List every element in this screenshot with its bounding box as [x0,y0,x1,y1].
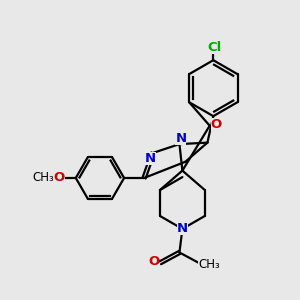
Text: CH₃: CH₃ [32,172,54,184]
Text: Cl: Cl [208,41,222,54]
Text: CH₃: CH₃ [198,258,220,271]
Text: O: O [148,255,160,268]
Text: O: O [211,118,222,131]
Text: N: N [144,152,156,165]
Text: N: N [177,222,188,236]
Text: N: N [176,132,187,145]
Text: O: O [54,172,65,184]
